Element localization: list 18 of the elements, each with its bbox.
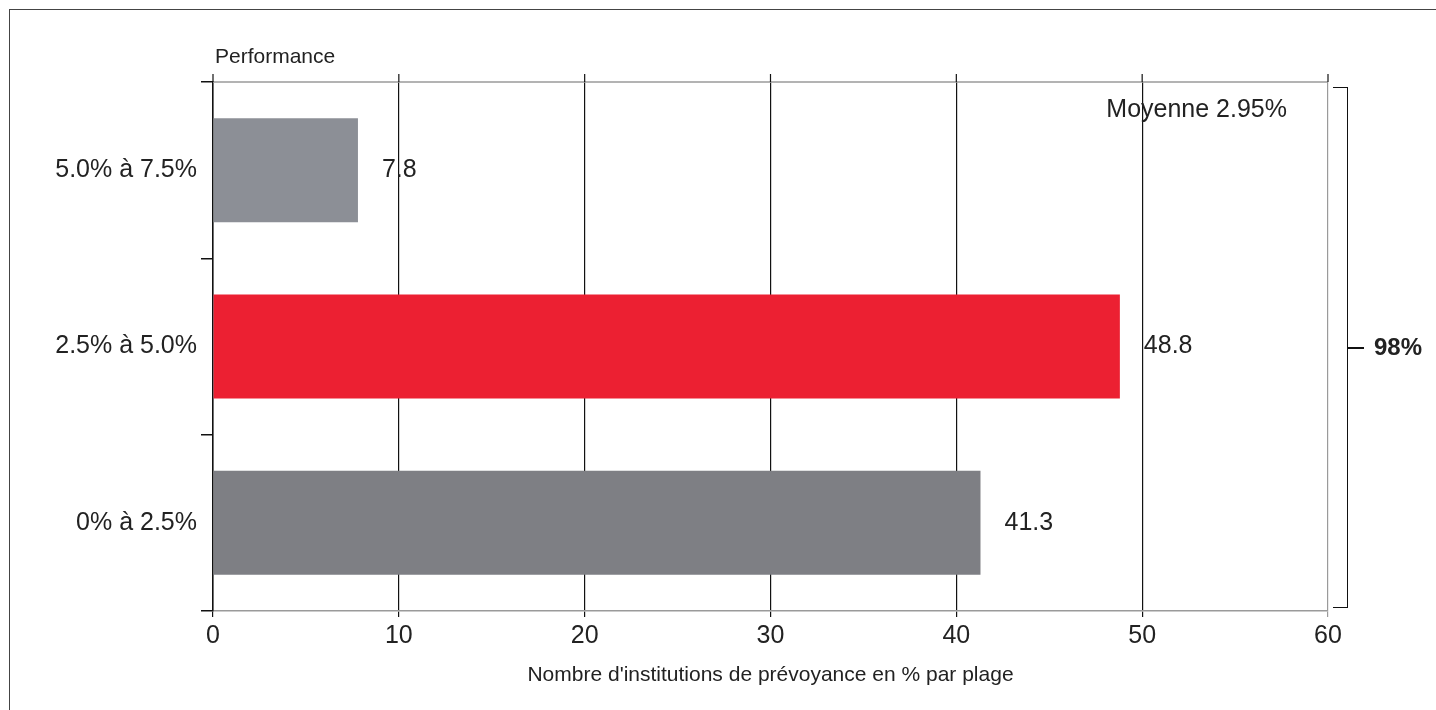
data-label: 48.8 bbox=[1143, 330, 1193, 359]
text: 98% bbox=[1374, 333, 1423, 361]
x-tick-label: 60 bbox=[1314, 619, 1342, 648]
y-tick-label: 5.0% à 7.5% bbox=[55, 154, 197, 183]
x-tick-label: 50 bbox=[1128, 619, 1157, 648]
data-label: 41.3 bbox=[1004, 506, 1054, 535]
x-tick-label: 30 bbox=[756, 619, 785, 648]
x-tick-label: 40 bbox=[942, 619, 971, 648]
x-axis-title: Nombre d'institutions de prévoyance en % par plage bbox=[527, 662, 1014, 686]
y-tick-label: 0% à 2.5% bbox=[76, 506, 197, 535]
bar bbox=[213, 118, 358, 223]
x-tick-label: 20 bbox=[570, 619, 599, 648]
x-tick-label: 10 bbox=[384, 619, 413, 648]
y-axis-title: Performance bbox=[215, 43, 336, 67]
bar bbox=[213, 294, 1120, 399]
x-tick-label: 0 bbox=[206, 619, 220, 648]
y-tick-label: 2.5% à 5.0% bbox=[55, 330, 197, 359]
bar bbox=[213, 470, 981, 575]
